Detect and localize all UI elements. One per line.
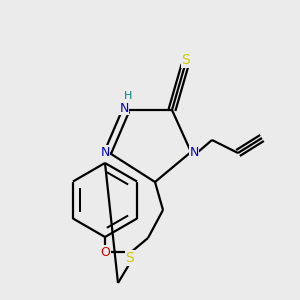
- Text: N: N: [189, 146, 199, 158]
- Text: S: S: [126, 251, 134, 265]
- Text: O: O: [100, 245, 110, 259]
- Text: N: N: [119, 101, 129, 115]
- Text: S: S: [182, 53, 190, 67]
- Text: H: H: [124, 91, 132, 101]
- Text: N: N: [100, 146, 110, 158]
